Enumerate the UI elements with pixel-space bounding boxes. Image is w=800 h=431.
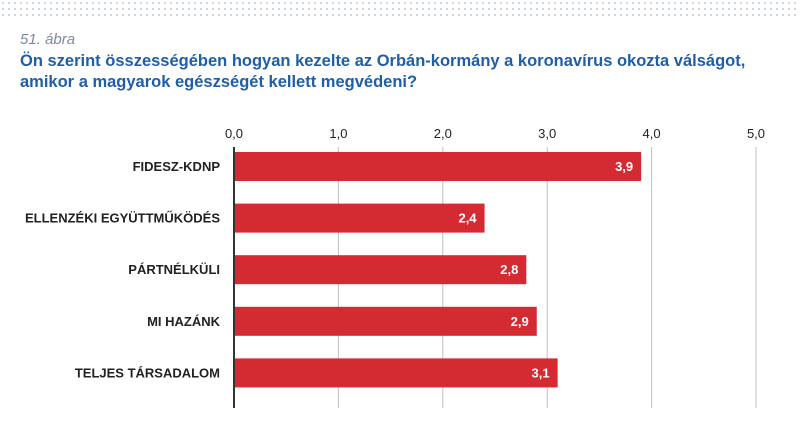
category-label: TELJES TÁRSADALOM [75, 365, 220, 380]
x-tick-label: 4,0 [643, 126, 661, 141]
category-label: ELLENZÉKI EGYÜTTMŰKÖDÉS [25, 211, 220, 226]
header-dot-pattern [0, 0, 800, 18]
bar [234, 203, 485, 233]
bar-value-label: 2,8 [500, 262, 518, 277]
category-labels: FIDESZ-KDNP ELLENZÉKI EGYÜTTMŰKÖDÉS PÁRTNÉ… [25, 159, 221, 380]
x-tick-label: 1,0 [329, 126, 347, 141]
bar [234, 306, 537, 336]
bar [234, 358, 558, 388]
bar [234, 255, 527, 285]
category-label: MI HAZÁNK [147, 314, 221, 329]
chart-title: Ön szerint összességében hogyan kezelte … [20, 52, 746, 91]
bars: 3,9 2,4 2,8 2,9 3,1 [234, 152, 642, 388]
bar [234, 152, 642, 181]
x-axis-ticks: 0,0 1,0 2,0 3,0 4,0 5,0 [225, 126, 765, 141]
category-label: FIDESZ-KDNP [133, 159, 221, 174]
bar-value-label: 3,1 [532, 365, 550, 380]
x-tick-label: 3,0 [538, 126, 556, 141]
figure-number: 51. ábra [20, 31, 76, 48]
bar-value-label: 2,4 [458, 211, 477, 226]
bar-value-label: 3,9 [615, 159, 633, 174]
x-tick-label: 0,0 [225, 126, 243, 141]
bar-value-label: 2,9 [511, 314, 529, 329]
category-label: PÁRTNÉLKÜLI [128, 262, 220, 277]
x-tick-label: 5,0 [747, 126, 765, 141]
x-tick-label: 2,0 [434, 126, 452, 141]
